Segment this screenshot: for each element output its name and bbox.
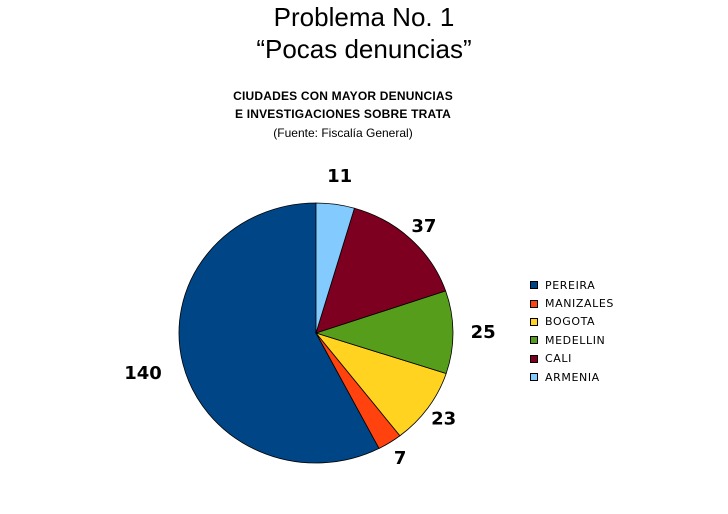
legend-item-armenia: ARMENIA bbox=[530, 368, 650, 386]
legend-label: CALI bbox=[545, 352, 572, 366]
pie-data-labels: 140 7 23 25 37 11 bbox=[124, 166, 495, 469]
legend-item-bogota: BOGOTA bbox=[530, 313, 650, 331]
legend-label: BOGOTA bbox=[545, 315, 596, 329]
slide-title-line-2: “Pocas denuncias” bbox=[256, 34, 472, 64]
pie-slice-cali bbox=[315, 207, 447, 334]
legend-swatch bbox=[530, 373, 538, 382]
chart-title-line-2: E INVESTIGACIONES SOBRE TRATA bbox=[234, 107, 452, 121]
legend-swatch bbox=[530, 354, 538, 363]
pie-slice-bogota bbox=[314, 332, 447, 437]
legend-item-medellin: MEDELLIN bbox=[530, 331, 650, 349]
legend-label: PEREIRA bbox=[545, 278, 596, 292]
pie-slice-armenia bbox=[315, 202, 355, 334]
legend-swatch bbox=[530, 336, 538, 345]
data-label-armenia: 11 bbox=[327, 166, 352, 187]
legend-label: MEDELLIN bbox=[545, 333, 606, 347]
chart-legend: PEREIRA MANIZALES BOGOTA MEDELLIN CALI A… bbox=[530, 276, 650, 386]
legend-swatch bbox=[530, 299, 538, 308]
pie-slice-pereira bbox=[178, 202, 380, 464]
data-label-manizales: 7 bbox=[394, 448, 407, 469]
pie-slice-medellin bbox=[314, 290, 454, 374]
legend-swatch bbox=[530, 281, 538, 290]
data-label-medellin: 25 bbox=[471, 322, 496, 343]
chart-subtitle: (Fuente: Fiscalía General) bbox=[273, 126, 413, 140]
pie-slices bbox=[178, 202, 454, 464]
legend-label: ARMENIA bbox=[545, 370, 600, 384]
legend-item-pereira: PEREIRA bbox=[530, 276, 650, 294]
data-label-bogota: 23 bbox=[431, 408, 456, 429]
data-label-cali: 37 bbox=[411, 216, 436, 237]
legend-label: MANIZALES bbox=[545, 297, 615, 311]
legend-swatch bbox=[530, 317, 538, 326]
chart-title-line-1: CIUDADES CON MAYOR DENUNCIAS bbox=[233, 89, 453, 103]
data-label-pereira: 140 bbox=[124, 363, 162, 384]
slide-title-line-1: Problema No. 1 bbox=[273, 2, 455, 32]
legend-item-manizales: MANIZALES bbox=[530, 294, 650, 312]
legend-item-cali: CALI bbox=[530, 350, 650, 368]
